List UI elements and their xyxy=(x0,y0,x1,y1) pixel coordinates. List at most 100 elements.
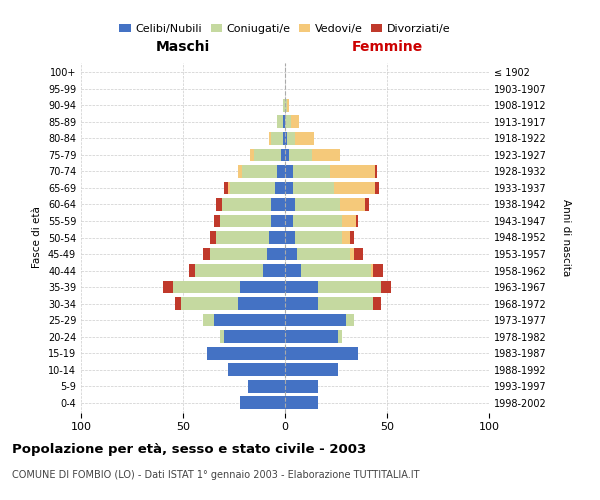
Bar xyxy=(293,165,330,178)
Bar xyxy=(240,396,285,409)
Bar xyxy=(317,297,373,310)
Bar xyxy=(285,132,287,145)
Bar xyxy=(355,248,362,260)
Bar xyxy=(277,116,283,128)
Bar xyxy=(254,148,281,162)
Bar xyxy=(214,314,285,326)
Bar xyxy=(250,148,254,162)
Text: Femmine: Femmine xyxy=(352,40,422,54)
Bar xyxy=(285,380,317,392)
Bar xyxy=(209,231,215,244)
Bar xyxy=(224,330,285,343)
Bar xyxy=(342,231,350,244)
Bar xyxy=(285,396,317,409)
Bar xyxy=(295,132,314,145)
Bar xyxy=(381,280,391,293)
Bar xyxy=(277,165,285,178)
Bar xyxy=(285,264,301,277)
Bar xyxy=(269,231,285,244)
Bar xyxy=(373,297,381,310)
Bar xyxy=(338,330,342,343)
Y-axis label: Fasce di età: Fasce di età xyxy=(32,206,42,268)
Bar xyxy=(215,198,222,211)
Bar xyxy=(209,248,266,260)
Bar xyxy=(271,198,285,211)
Bar xyxy=(285,363,338,376)
Bar xyxy=(269,132,271,145)
Bar xyxy=(203,248,209,260)
Bar xyxy=(175,297,181,310)
Bar xyxy=(222,198,271,211)
Bar xyxy=(375,165,377,178)
Bar xyxy=(356,214,358,228)
Bar xyxy=(215,231,269,244)
Bar xyxy=(289,148,311,162)
Text: Popolazione per età, sesso e stato civile - 2003: Popolazione per età, sesso e stato civil… xyxy=(12,442,366,456)
Bar xyxy=(350,248,355,260)
Bar xyxy=(283,99,285,112)
Bar xyxy=(285,330,338,343)
Bar xyxy=(293,182,334,194)
Bar xyxy=(224,182,228,194)
Bar xyxy=(311,148,340,162)
Legend: Celibi/Nubili, Coniugati/e, Vedovi/e, Divorziati/e: Celibi/Nubili, Coniugati/e, Vedovi/e, Di… xyxy=(115,19,455,38)
Bar xyxy=(208,346,285,360)
Bar xyxy=(375,182,379,194)
Bar xyxy=(240,280,285,293)
Bar xyxy=(365,198,368,211)
Bar xyxy=(271,132,283,145)
Bar xyxy=(295,231,342,244)
Bar xyxy=(285,346,358,360)
Bar xyxy=(181,297,238,310)
Bar xyxy=(285,297,317,310)
Bar xyxy=(291,116,299,128)
Bar xyxy=(228,182,230,194)
Bar xyxy=(195,264,263,277)
Bar xyxy=(342,214,356,228)
Bar xyxy=(189,264,195,277)
Bar xyxy=(248,380,285,392)
Bar xyxy=(275,182,285,194)
Bar xyxy=(281,148,285,162)
Bar xyxy=(317,280,381,293)
Bar xyxy=(285,165,293,178)
Bar xyxy=(283,116,285,128)
Bar xyxy=(285,116,291,128)
Bar xyxy=(301,264,371,277)
Bar xyxy=(230,182,275,194)
Bar xyxy=(214,214,220,228)
Bar xyxy=(287,132,295,145)
Bar xyxy=(287,99,289,112)
Text: COMUNE DI FOMBIO (LO) - Dati ISTAT 1° gennaio 2003 - Elaborazione TUTTITALIA.IT: COMUNE DI FOMBIO (LO) - Dati ISTAT 1° ge… xyxy=(12,470,419,480)
Bar xyxy=(373,264,383,277)
Bar xyxy=(242,165,277,178)
Bar xyxy=(285,182,293,194)
Bar xyxy=(285,198,295,211)
Bar xyxy=(271,214,285,228)
Bar xyxy=(295,198,340,211)
Bar xyxy=(163,280,173,293)
Bar xyxy=(220,214,271,228)
Bar xyxy=(228,363,285,376)
Bar xyxy=(203,314,214,326)
Bar xyxy=(220,330,224,343)
Bar xyxy=(340,198,365,211)
Bar xyxy=(285,214,293,228)
Bar xyxy=(285,248,297,260)
Bar xyxy=(285,314,346,326)
Bar xyxy=(297,248,350,260)
Bar xyxy=(330,165,375,178)
Text: Maschi: Maschi xyxy=(156,40,210,54)
Bar xyxy=(173,280,240,293)
Bar xyxy=(263,264,285,277)
Bar xyxy=(293,214,342,228)
Bar xyxy=(285,280,317,293)
Bar xyxy=(285,148,289,162)
Bar xyxy=(283,132,285,145)
Bar xyxy=(334,182,375,194)
Bar xyxy=(350,231,355,244)
Bar xyxy=(346,314,355,326)
Bar xyxy=(266,248,285,260)
Bar xyxy=(238,165,242,178)
Bar xyxy=(285,99,287,112)
